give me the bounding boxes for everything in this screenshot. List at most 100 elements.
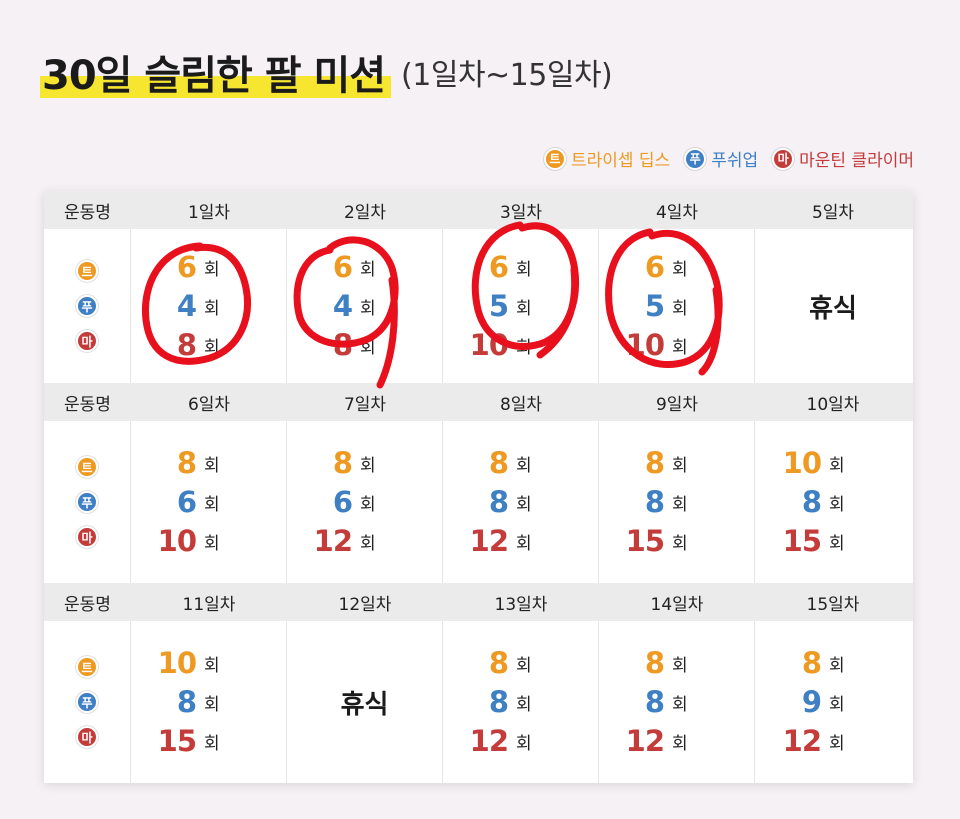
pushup-reps: 4 <box>176 289 197 323</box>
unit: 회 <box>516 533 532 554</box>
day-header: 11일차 <box>182 594 236 615</box>
day-header: 13일차 <box>494 594 548 615</box>
legend-item-mountain-climber: 마 마운틴 클라이머 <box>772 146 914 171</box>
day-header: 4일차 <box>655 202 699 223</box>
unit: 회 <box>204 494 220 515</box>
exercise-icons: 트 푸 마 <box>44 621 131 783</box>
unit: 회 <box>829 733 845 754</box>
unit: 회 <box>672 337 688 358</box>
day-cell: 휴식 <box>287 621 443 783</box>
exercise-icons: 트 푸 마 <box>44 229 131 383</box>
unit: 회 <box>829 694 845 715</box>
title-area: 30일 슬림한 팔 미션 (1일차~15일차) <box>40 42 613 102</box>
legend-item-triceps: 트 트라이셉 딥스 <box>543 146 671 171</box>
triceps-reps: 6 <box>332 250 353 284</box>
pushup-reps: 6 <box>176 485 197 519</box>
day-header: 6일차 <box>187 394 231 415</box>
triceps-reps: 6 <box>176 250 197 284</box>
exercise-icons: 트 푸 마 <box>44 421 131 583</box>
unit: 회 <box>672 298 688 319</box>
mountain-climber-reps: 10 <box>469 328 509 362</box>
unit: 회 <box>204 733 220 754</box>
day-header: 10일차 <box>806 394 860 415</box>
exercise-header: 운동명 <box>64 594 111 615</box>
unit: 회 <box>516 259 532 280</box>
mountain-climber-reps: 10 <box>625 328 665 362</box>
triceps-reps: 10 <box>157 646 197 680</box>
triceps-reps: 6 <box>488 250 509 284</box>
day-header: 7일차 <box>343 394 387 415</box>
triceps-reps: 8 <box>801 646 822 680</box>
unit: 회 <box>672 733 688 754</box>
triceps-badge-icon: 트 <box>76 656 98 678</box>
legend-label: 트라이셉 딥스 <box>570 151 671 171</box>
day-header: 9일차 <box>655 394 699 415</box>
triceps-badge-icon: 트 <box>76 456 98 478</box>
unit: 회 <box>516 655 532 676</box>
pushup-badge-icon: 푸 <box>76 491 98 513</box>
pushup-reps: 8 <box>644 485 665 519</box>
mountain-climber-badge-icon: 마 <box>772 147 795 170</box>
unit: 회 <box>360 259 376 280</box>
unit: 회 <box>360 337 376 358</box>
unit: 회 <box>516 694 532 715</box>
mountain-climber-reps: 8 <box>176 328 197 362</box>
unit: 회 <box>672 655 688 676</box>
legend-label: 푸쉬업 <box>711 151 759 171</box>
mountain-climber-badge-icon: 마 <box>76 330 98 352</box>
mountain-climber-badge-icon: 마 <box>76 526 98 548</box>
mountain-climber-reps: 15 <box>157 724 197 758</box>
page-title: 30일 슬림한 팔 미션 <box>40 50 392 102</box>
unit: 회 <box>672 694 688 715</box>
day-cell: 휴식 <box>755 229 911 383</box>
day-header: 5일차 <box>811 202 855 223</box>
unit: 회 <box>516 455 532 476</box>
rest-label: 휴식 <box>809 293 857 324</box>
pushup-reps: 5 <box>644 289 665 323</box>
pushup-reps: 8 <box>644 685 665 719</box>
triceps-badge-icon: 트 <box>543 147 566 170</box>
exercise-header: 운동명 <box>64 202 111 223</box>
day-header: 3일차 <box>499 202 543 223</box>
unit: 회 <box>829 455 845 476</box>
pushup-reps: 8 <box>488 485 509 519</box>
unit: 회 <box>360 298 376 319</box>
pushup-reps: 8 <box>801 485 822 519</box>
pushup-reps: 9 <box>801 685 822 719</box>
triceps-reps: 10 <box>782 446 822 480</box>
mountain-climber-reps: 10 <box>157 524 197 558</box>
triceps-reps: 6 <box>644 250 665 284</box>
page-subtitle: (1일차~15일차) <box>401 58 613 93</box>
unit: 회 <box>829 533 845 554</box>
unit: 회 <box>204 455 220 476</box>
title-highlight <box>40 76 392 98</box>
triceps-reps: 8 <box>332 446 353 480</box>
mountain-climber-reps: 15 <box>625 524 665 558</box>
mountain-climber-reps: 12 <box>313 524 353 558</box>
triceps-reps: 8 <box>488 446 509 480</box>
mountain-climber-badge-icon: 마 <box>76 726 98 748</box>
unit: 회 <box>204 337 220 358</box>
unit: 회 <box>204 694 220 715</box>
legend-item-pushup: 푸 푸쉬업 <box>684 146 758 171</box>
mountain-climber-reps: 15 <box>782 524 822 558</box>
day-header: 8일차 <box>499 394 543 415</box>
header-row: 운동명 1일차 2일차 3일차 4일차 5일차 <box>44 191 913 229</box>
pushup-reps: 8 <box>176 685 197 719</box>
pushup-badge-icon: 푸 <box>76 295 98 317</box>
pushup-reps: 5 <box>488 289 509 323</box>
day-header: 2일차 <box>343 202 387 223</box>
